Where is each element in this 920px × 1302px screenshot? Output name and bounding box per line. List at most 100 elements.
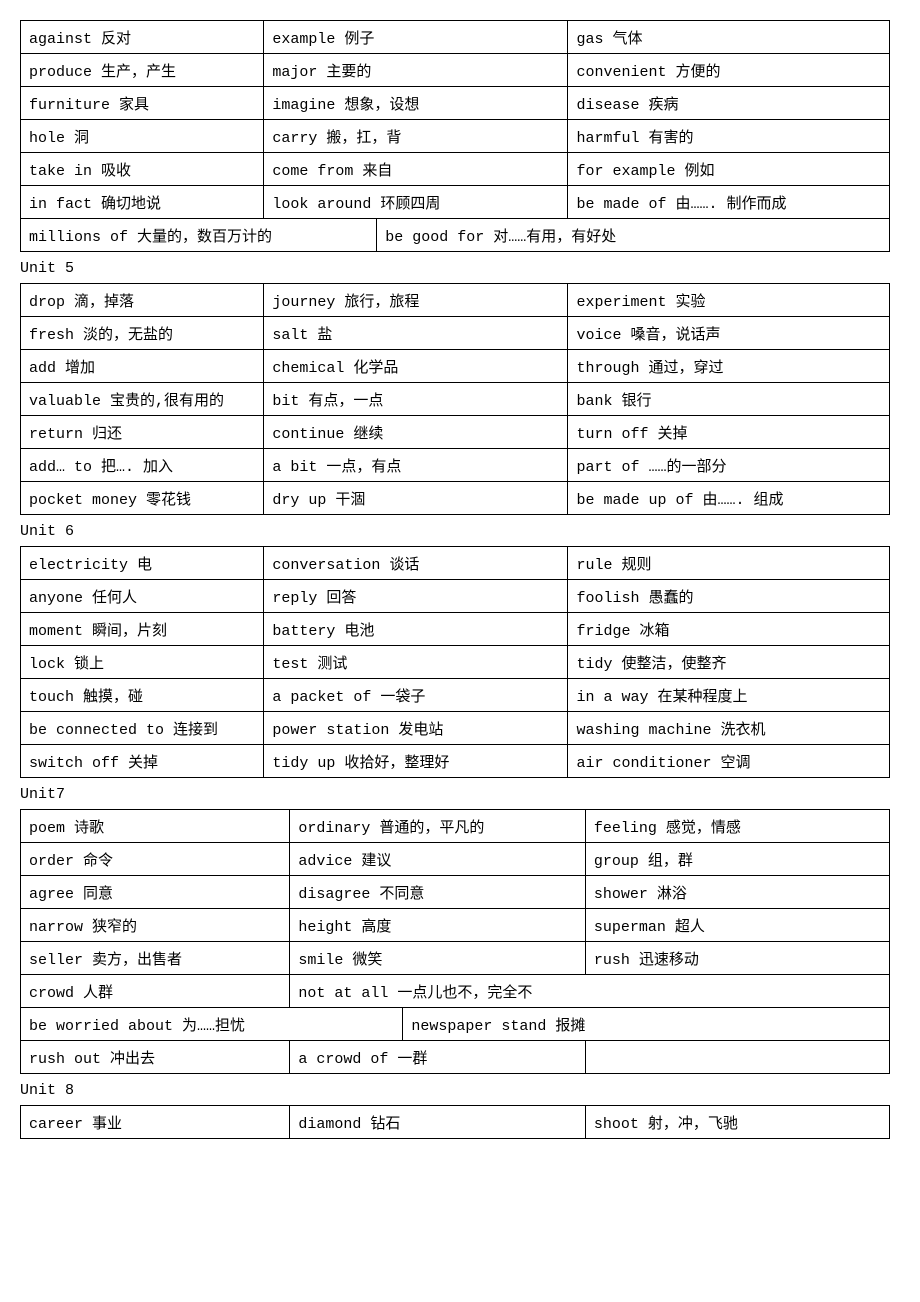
cell: smile 微笑: [290, 942, 585, 975]
vocab-table-4b: be worried about 为……担忧newspaper stand 报摊: [20, 1007, 890, 1041]
cell: feeling 感觉，情感: [585, 810, 889, 843]
cell: a crowd of 一群: [290, 1041, 585, 1074]
cell: millions of 大量的，数百万计的: [21, 219, 377, 252]
cell: bank 银行: [568, 383, 890, 416]
cell: [585, 1041, 889, 1074]
cell: take in 吸收: [21, 153, 264, 186]
cell: foolish 愚蠢的: [568, 580, 890, 613]
cell: be connected to 连接到: [21, 712, 264, 745]
cell: fridge 冰箱: [568, 613, 890, 646]
cell: for example 例如: [568, 153, 890, 186]
cell: journey 旅行，旅程: [264, 284, 568, 317]
cell: rush out 冲出去: [21, 1041, 290, 1074]
cell: gas 气体: [568, 21, 890, 54]
cell: advice 建议: [290, 843, 585, 876]
cell: anyone 任何人: [21, 580, 264, 613]
cell: valuable 宝贵的,很有用的: [21, 383, 264, 416]
cell: electricity 电: [21, 547, 264, 580]
vocab-table-1: against 反对example 例子gas 气体 produce 生产，产生…: [20, 20, 890, 219]
cell: return 归还: [21, 416, 264, 449]
cell: a packet of 一袋子: [264, 679, 568, 712]
cell: battery 电池: [264, 613, 568, 646]
cell: conversation 谈话: [264, 547, 568, 580]
vocab-table-4: poem 诗歌ordinary 普通的，平凡的feeling 感觉，情感 ord…: [20, 809, 890, 1008]
cell: chemical 化学品: [264, 350, 568, 383]
cell: bit 有点，一点: [264, 383, 568, 416]
cell: in fact 确切地说: [21, 186, 264, 219]
vocab-table-3: electricity 电conversation 谈话rule 规则 anyo…: [20, 546, 890, 778]
t1-body: against 反对example 例子gas 气体 produce 生产，产生…: [21, 21, 890, 219]
cell: major 主要的: [264, 54, 568, 87]
cell: air conditioner 空调: [568, 745, 890, 778]
cell: harmful 有害的: [568, 120, 890, 153]
cell: voice 嗓音，说话声: [568, 317, 890, 350]
cell: against 反对: [21, 21, 264, 54]
cell: be worried about 为……担忧: [21, 1008, 403, 1041]
cell: height 高度: [290, 909, 585, 942]
vocab-table-1b: millions of 大量的，数百万计的be good for 对……有用，有…: [20, 218, 890, 252]
cell: agree 同意: [21, 876, 290, 909]
cell: be made up of 由……. 组成: [568, 482, 890, 515]
unit8-heading: Unit 8: [20, 1076, 898, 1105]
cell: not at all 一点儿也不，完全不: [290, 975, 890, 1008]
cell: salt 盐: [264, 317, 568, 350]
cell: career 事业: [21, 1106, 290, 1139]
cell: crowd 人群: [21, 975, 290, 1008]
unit7-heading: Unit7: [20, 780, 898, 809]
cell: switch off 关掉: [21, 745, 264, 778]
cell: group 组，群: [585, 843, 889, 876]
cell: drop 滴，掉落: [21, 284, 264, 317]
cell: look around 环顾四周: [264, 186, 568, 219]
cell: continue 继续: [264, 416, 568, 449]
cell: add 增加: [21, 350, 264, 383]
cell: disagree 不同意: [290, 876, 585, 909]
cell: come from 来自: [264, 153, 568, 186]
cell: lock 锁上: [21, 646, 264, 679]
cell: rule 规则: [568, 547, 890, 580]
cell: be good for 对……有用，有好处: [377, 219, 890, 252]
cell: turn off 关掉: [568, 416, 890, 449]
cell: test 测试: [264, 646, 568, 679]
cell: be made of 由……. 制作而成: [568, 186, 890, 219]
cell: moment 瞬间，片刻: [21, 613, 264, 646]
cell: superman 超人: [585, 909, 889, 942]
cell: touch 触摸，碰: [21, 679, 264, 712]
cell: shoot 射，冲，飞驰: [585, 1106, 889, 1139]
cell: dry up 干涸: [264, 482, 568, 515]
cell: power station 发电站: [264, 712, 568, 745]
unit6-heading: Unit 6: [20, 517, 898, 546]
cell: fresh 淡的，无盐的: [21, 317, 264, 350]
cell: hole 洞: [21, 120, 264, 153]
cell: narrow 狭窄的: [21, 909, 290, 942]
vocab-table-5: career 事业diamond 钻石shoot 射，冲，飞驰: [20, 1105, 890, 1139]
cell: in a way 在某种程度上: [568, 679, 890, 712]
cell: furniture 家具: [21, 87, 264, 120]
cell: order 命令: [21, 843, 290, 876]
cell: tidy 使整洁，使整齐: [568, 646, 890, 679]
vocab-table-2: drop 滴，掉落journey 旅行，旅程experiment 实验 fres…: [20, 283, 890, 515]
cell: imagine 想象，设想: [264, 87, 568, 120]
cell: convenient 方便的: [568, 54, 890, 87]
cell: produce 生产，产生: [21, 54, 264, 87]
cell: disease 疾病: [568, 87, 890, 120]
cell: through 通过，穿过: [568, 350, 890, 383]
cell: newspaper stand 报摊: [403, 1008, 890, 1041]
cell: tidy up 收拾好，整理好: [264, 745, 568, 778]
cell: reply 回答: [264, 580, 568, 613]
cell: a bit 一点，有点: [264, 449, 568, 482]
cell: part of ……的一部分: [568, 449, 890, 482]
cell: carry 搬，扛，背: [264, 120, 568, 153]
cell: washing machine 洗衣机: [568, 712, 890, 745]
cell: shower 淋浴: [585, 876, 889, 909]
cell: ordinary 普通的，平凡的: [290, 810, 585, 843]
cell: poem 诗歌: [21, 810, 290, 843]
cell: pocket money 零花钱: [21, 482, 264, 515]
unit5-heading: Unit 5: [20, 254, 898, 283]
cell: rush 迅速移动: [585, 942, 889, 975]
cell: seller 卖方，出售者: [21, 942, 290, 975]
cell: experiment 实验: [568, 284, 890, 317]
cell: add… to 把…. 加入: [21, 449, 264, 482]
cell: example 例子: [264, 21, 568, 54]
cell: diamond 钻石: [290, 1106, 585, 1139]
vocab-table-4c: rush out 冲出去a crowd of 一群: [20, 1040, 890, 1074]
